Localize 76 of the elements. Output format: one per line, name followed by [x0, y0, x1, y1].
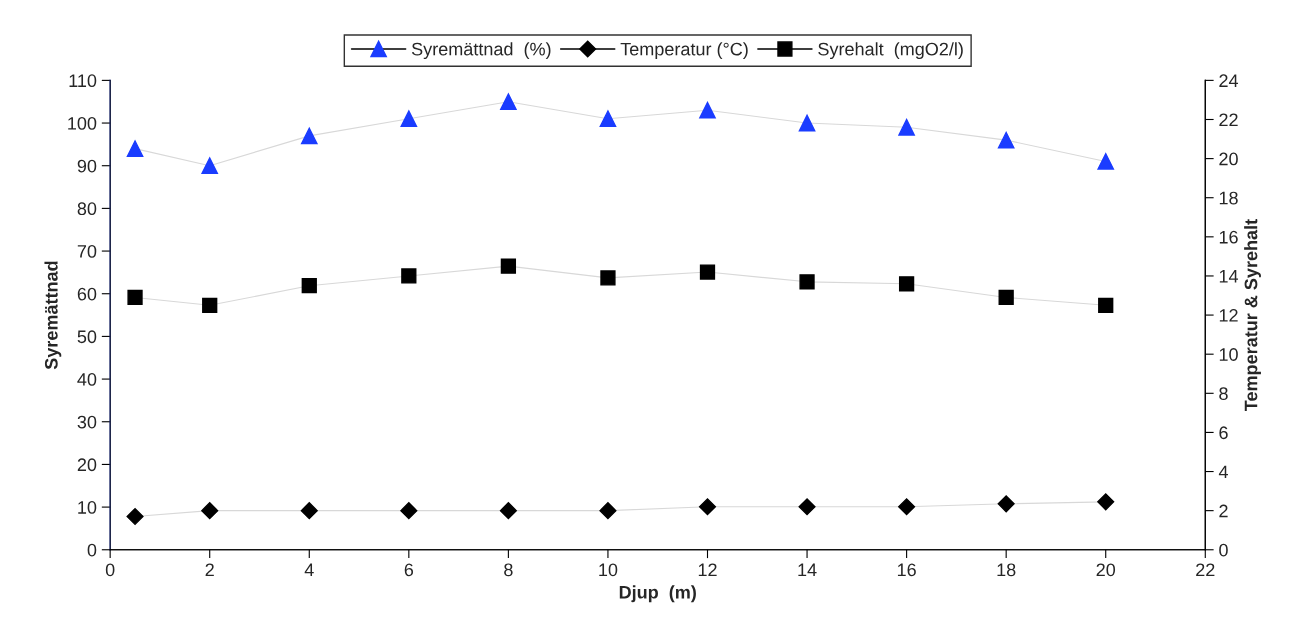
y2-tick-label: 16	[1219, 230, 1238, 244]
y2-tick-label: 6	[1219, 426, 1228, 440]
point	[499, 502, 517, 520]
point	[599, 110, 617, 128]
y-tick-label: 50	[77, 330, 97, 344]
point	[799, 274, 815, 290]
y2-tick-label: 20	[1219, 152, 1238, 166]
point	[500, 258, 517, 274]
point	[898, 498, 916, 516]
point	[698, 498, 717, 516]
point	[898, 276, 915, 292]
point	[699, 264, 716, 280]
y2-tick-label: 0	[1219, 543, 1228, 557]
y-axis-title: Syremättnad	[44, 261, 62, 370]
point	[201, 502, 219, 520]
y2-tick-label: 8	[1219, 387, 1228, 401]
point	[798, 114, 816, 132]
y-tick-label: 10	[78, 501, 97, 514]
point	[201, 157, 219, 175]
y2-tick-label: 4	[1218, 465, 1228, 479]
legend-label: Syrehalt (mgO2/l)	[818, 42, 963, 60]
y2-axis-title: Temperatur & Syrehalt	[1244, 219, 1261, 412]
point	[1098, 297, 1114, 313]
y2-tick-label: 18	[1219, 191, 1238, 205]
point	[500, 93, 517, 111]
point	[998, 289, 1014, 306]
point	[1097, 153, 1115, 170]
y-tick-label: 110	[69, 74, 97, 88]
x-tick-label: 10	[599, 563, 618, 577]
y-tick-label: 40	[77, 373, 97, 386]
point	[301, 278, 317, 294]
point	[400, 110, 418, 128]
point	[300, 127, 318, 145]
y-tick-label: 100	[68, 116, 97, 130]
y2-tick-label: 12	[1219, 309, 1238, 322]
y2-tick-label: 14	[1219, 270, 1239, 283]
x-tick-label: 0	[105, 563, 115, 577]
point	[1097, 493, 1115, 511]
x-tick-label: 18	[997, 563, 1016, 577]
point	[127, 289, 143, 306]
y-tick-label: 30	[77, 415, 97, 429]
point	[400, 502, 418, 520]
legend-label: Syremättnad (%)	[411, 42, 551, 60]
point	[300, 502, 318, 520]
x-tick-label: 8	[504, 563, 513, 577]
x-tick-label: 6	[404, 563, 414, 577]
point	[600, 270, 616, 286]
y-tick-label: 70	[77, 245, 97, 258]
point	[898, 118, 915, 136]
y2-tick-label: 24	[1219, 74, 1239, 87]
y-tick-label: 80	[77, 202, 97, 216]
x-axis-title: Djup (m)	[619, 585, 696, 603]
x-tick-label: 20	[1096, 563, 1116, 577]
legend-label: Temperatur (°C)	[620, 42, 748, 60]
y-tick-label: 90	[77, 159, 97, 173]
x-tick-label: 4	[304, 563, 314, 577]
point	[997, 131, 1015, 149]
x-tick-label: 16	[897, 563, 916, 577]
point	[798, 498, 816, 516]
y2-tick-label: 2	[1219, 504, 1228, 518]
x-tick-label: 2	[205, 563, 214, 577]
y-tick-label: 0	[87, 543, 97, 557]
y2-tick-label: 22	[1219, 113, 1238, 127]
point	[997, 495, 1015, 513]
point	[202, 297, 218, 313]
point	[126, 140, 144, 157]
y2-tick-label: 10	[1219, 348, 1238, 361]
x-tick-label: 12	[698, 563, 717, 577]
y-tick-label: 60	[77, 287, 97, 301]
point	[599, 502, 617, 520]
point	[401, 268, 417, 284]
y-tick-label: 20	[77, 458, 97, 472]
x-tick-label: 14	[798, 563, 817, 577]
x-tick-label: 22	[1196, 563, 1215, 577]
point	[126, 507, 144, 526]
point	[699, 101, 716, 119]
